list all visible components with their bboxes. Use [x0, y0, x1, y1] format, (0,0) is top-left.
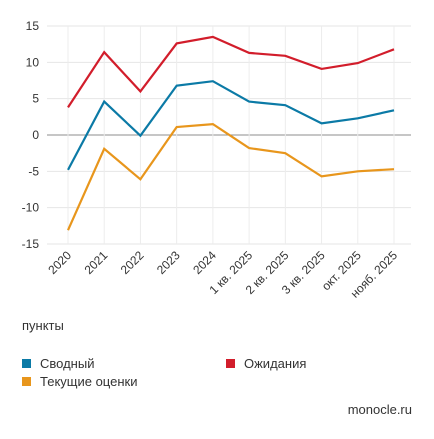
y-tick-label: 15 — [26, 19, 40, 33]
x-tick-label: 2021 — [82, 248, 111, 277]
grid-lines — [47, 25, 411, 245]
legend-swatch-svodny — [22, 359, 31, 368]
series-lines — [66, 35, 395, 231]
legend-item-svodny: Сводный — [22, 356, 94, 371]
y-tick-label: 0 — [32, 128, 39, 142]
y-tick-label: -5 — [28, 164, 39, 178]
y-tick-label: 10 — [26, 55, 40, 69]
legend-item-tekushchie: Текущие оценки — [22, 374, 137, 389]
legend-swatch-tekushchie — [22, 377, 31, 386]
series-line-1 — [67, 35, 395, 109]
y-tick-label: -10 — [22, 201, 40, 215]
y-tick-label: 5 — [32, 92, 39, 106]
source-label: monocle.ru — [347, 402, 412, 417]
legend-item-ozhidaniya: Ожидания — [226, 356, 306, 371]
legend-label-tekushchie: Текущие оценки — [40, 374, 138, 389]
y-tick-label: -15 — [22, 237, 40, 251]
x-tick-label: 2022 — [118, 248, 147, 277]
series-line-0 — [67, 80, 395, 171]
x-tick-label: 2023 — [154, 248, 183, 277]
legend-swatch-ozhidaniya — [226, 359, 235, 368]
legend-label-svodny: Сводный — [40, 356, 95, 371]
unit-label: пункты — [22, 318, 64, 333]
legend-label-ozhidaniya: Ожидания — [244, 356, 307, 371]
x-tick-label: 2020 — [45, 248, 74, 277]
y-axis-ticks: 15 10 5 0 -5 -10 -15 — [22, 19, 40, 251]
series-line-2 — [66, 122, 395, 231]
x-tick-label: 2024 — [190, 248, 219, 277]
